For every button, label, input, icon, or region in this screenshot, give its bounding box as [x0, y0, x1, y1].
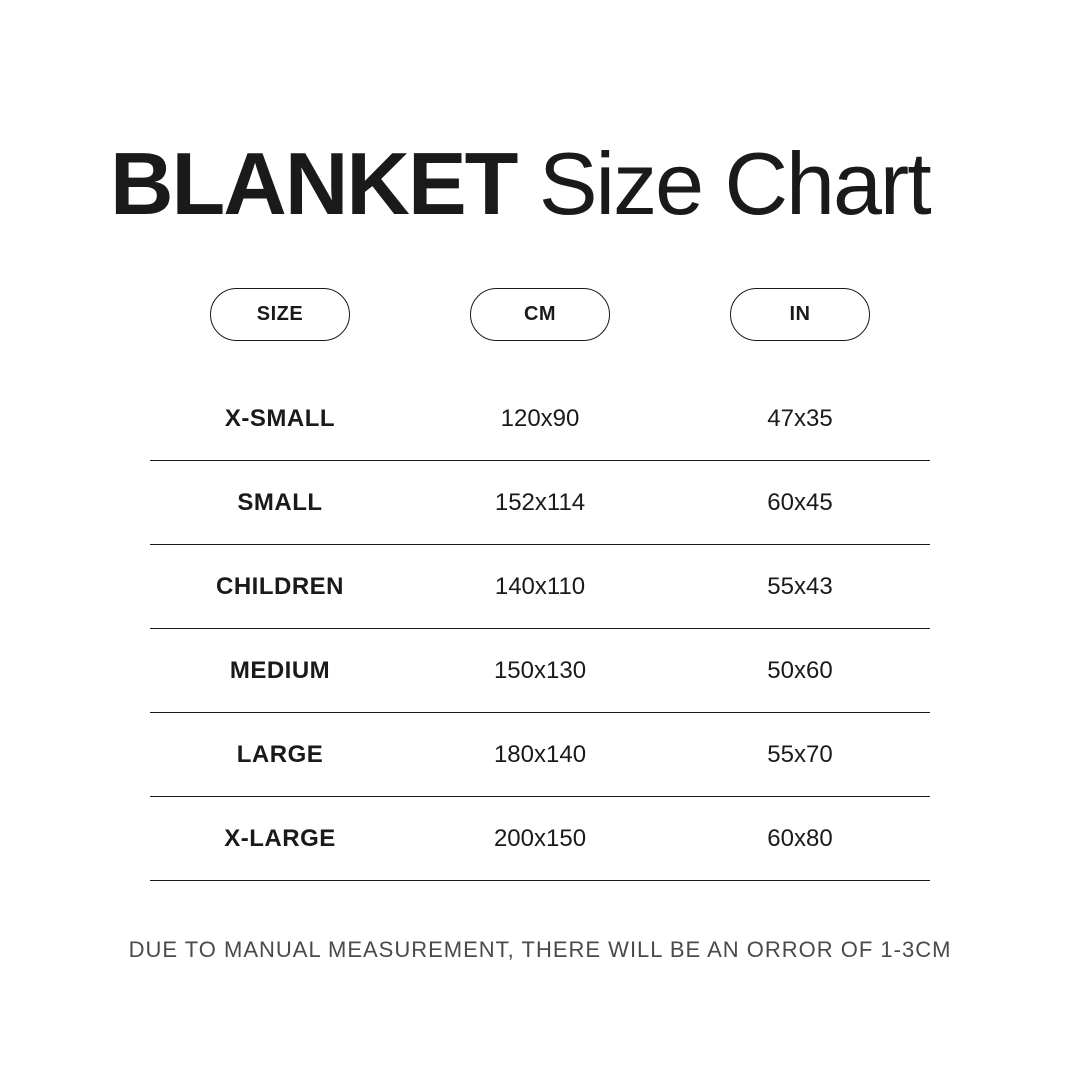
- cell-cm: 180x140: [410, 741, 670, 769]
- header-col-in: IN: [670, 288, 930, 341]
- cell-cm: 152x114: [410, 489, 670, 517]
- header-pill-cm: CM: [470, 288, 610, 341]
- table-row: MEDIUM 150x130 50x60: [150, 629, 930, 713]
- cell-in: 60x80: [670, 825, 930, 853]
- title-bold: BLANKET: [110, 134, 516, 233]
- cell-cm: 150x130: [410, 657, 670, 685]
- footnote-text: DUE TO MANUAL MEASUREMENT, THERE WILL BE…: [110, 937, 970, 963]
- header-col-size: SIZE: [150, 288, 410, 341]
- cell-cm: 200x150: [410, 825, 670, 853]
- cell-size: LARGE: [150, 741, 410, 769]
- header-pill-size: SIZE: [210, 288, 350, 341]
- cell-size: MEDIUM: [150, 657, 410, 685]
- cell-in: 55x43: [670, 573, 930, 601]
- table-row: SMALL 152x114 60x45: [150, 461, 930, 545]
- page-title: BLANKET Size Chart: [110, 140, 970, 228]
- cell-size: SMALL: [150, 489, 410, 517]
- cell-in: 50x60: [670, 657, 930, 685]
- size-chart-table: SIZE CM IN X-SMALL 120x90 47x35 SMALL 15…: [150, 288, 930, 881]
- cell-cm: 120x90: [410, 405, 670, 433]
- header-col-cm: CM: [410, 288, 670, 341]
- cell-in: 55x70: [670, 741, 930, 769]
- table-row: LARGE 180x140 55x70: [150, 713, 930, 797]
- cell-in: 47x35: [670, 405, 930, 433]
- table-row: X-LARGE 200x150 60x80: [150, 797, 930, 881]
- cell-size: X-LARGE: [150, 825, 410, 853]
- cell-size: X-SMALL: [150, 405, 410, 433]
- header-pill-in: IN: [730, 288, 870, 341]
- table-row: CHILDREN 140x110 55x43: [150, 545, 930, 629]
- cell-in: 60x45: [670, 489, 930, 517]
- table-header-row: SIZE CM IN: [150, 288, 930, 341]
- table-row: X-SMALL 120x90 47x35: [150, 377, 930, 461]
- cell-size: CHILDREN: [150, 573, 410, 601]
- title-light: Size Chart: [516, 134, 929, 233]
- cell-cm: 140x110: [410, 573, 670, 601]
